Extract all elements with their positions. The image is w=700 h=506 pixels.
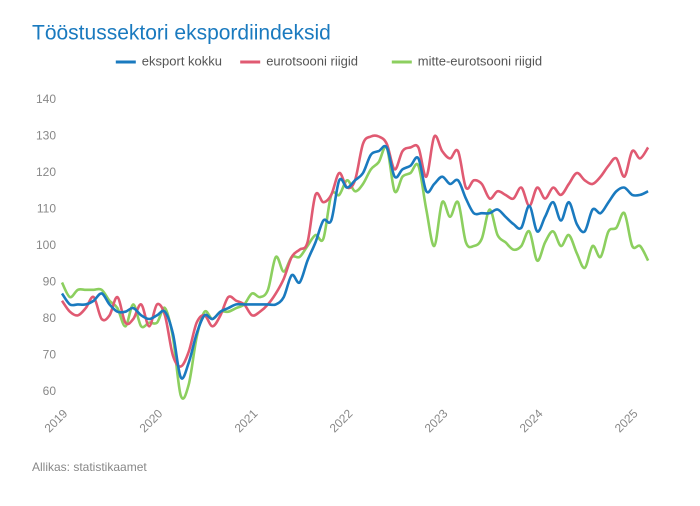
source: Allikas: statistikaamet [32, 460, 147, 474]
legend-label: mitte-eurotsooni riigid [418, 53, 542, 68]
chart-title: Tööstussektori ekspordiindeksid [32, 22, 331, 45]
y-tick-label: 140 [36, 92, 56, 106]
x-tick-label: 2025 [612, 406, 641, 435]
y-tick-label: 100 [36, 238, 56, 252]
x-tick-label: 2022 [327, 406, 356, 435]
y-tick-label: 60 [43, 384, 57, 398]
y-tick-label: 70 [43, 348, 57, 362]
x-tick-label: 2023 [422, 406, 451, 435]
x-tick-label: 2021 [232, 406, 261, 435]
x-tick-label: 2024 [517, 406, 546, 435]
line-series [60, 145, 650, 400]
y-tick-label: 120 [36, 165, 56, 179]
line-series [60, 134, 650, 368]
y-tick-label: 80 [43, 311, 57, 325]
line-series [60, 144, 649, 380]
legend-label: eurotsooni riigid [266, 53, 358, 68]
x-tick-label: 2019 [42, 406, 71, 435]
y-tick-label: 110 [37, 202, 56, 216]
y-tick-label: 90 [43, 275, 57, 289]
legend-label: eksport kokku [142, 53, 222, 68]
y-tick-label: 130 [36, 129, 56, 143]
x-tick-label: 2020 [137, 406, 166, 435]
